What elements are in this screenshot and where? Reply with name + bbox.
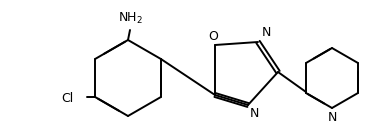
Text: N: N [327,111,337,124]
Text: NH$_2$: NH$_2$ [117,11,142,26]
Text: O: O [208,30,218,43]
Text: N: N [262,26,271,39]
Text: N: N [250,107,259,120]
Text: Cl: Cl [61,92,73,104]
